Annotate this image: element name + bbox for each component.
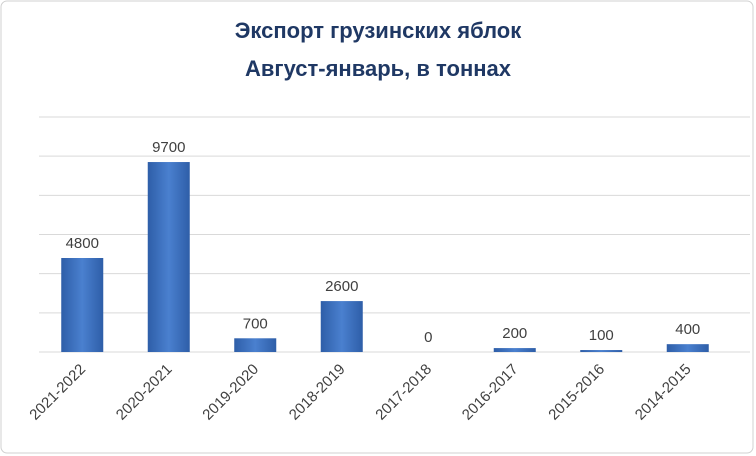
bar	[666, 344, 709, 352]
value-label: 9700	[152, 139, 185, 156]
chart-subtitle: Август-январь, в тоннах	[245, 56, 512, 81]
bar	[580, 350, 623, 352]
value-label: 100	[589, 327, 614, 344]
value-label: 400	[675, 321, 700, 338]
bar	[61, 258, 104, 352]
value-label: 4800	[66, 235, 99, 252]
bar	[234, 338, 277, 352]
chart-title: Экспорт грузинских яблок	[235, 18, 522, 43]
bar	[147, 162, 190, 352]
bar	[493, 348, 536, 352]
bar	[320, 301, 363, 352]
value-label: 2600	[325, 278, 358, 295]
value-label: 700	[243, 315, 268, 332]
value-label: 0	[424, 329, 432, 346]
value-label: 200	[502, 325, 527, 342]
